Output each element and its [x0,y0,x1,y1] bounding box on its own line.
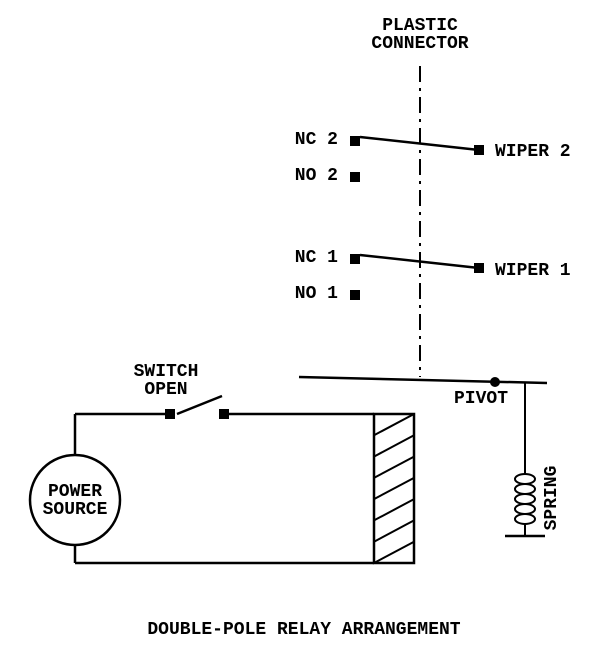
diagram-title: DOUBLE-POLE RELAY ARRANGEMENT [147,620,460,640]
pivot-dot [490,377,500,387]
pivot-label: PIVOT [454,389,508,409]
switch-label-1: SWITCH [134,362,199,382]
relay-diagram: POWERSOURCE SWITCHOPEN PIVOT SPRING PLASTICC… [0,0,608,659]
nc2-pad [350,136,360,146]
wiper1-label: WIPER 1 [495,261,571,281]
nc1-label: NC 1 [295,248,338,268]
no1-pad [350,290,360,300]
wiper2-label: WIPER 2 [495,142,571,162]
plastic-label-2: CONNECTOR [371,34,468,54]
armature [299,377,547,383]
nc1-pad [350,254,360,264]
power-label-1: POWER [48,482,102,502]
spring-coil [515,474,535,484]
switch-pad-left [165,409,175,419]
spring-coil [515,504,535,514]
switch-pad-right [219,409,229,419]
nc2-label: NC 2 [295,130,338,150]
spring-coil [515,494,535,504]
wiper1-pad [474,263,484,273]
plastic-label-1: PLASTIC [382,16,458,36]
power-label-2: SOURCE [43,500,108,520]
no2-pad [350,172,360,182]
spring-label: SPRING [542,466,562,531]
no2-label: NO 2 [295,166,338,186]
wiper2-pad [474,145,484,155]
spring-coil [515,484,535,494]
switch-label-2: OPEN [144,380,187,400]
no1-label: NO 1 [295,284,338,304]
spring-coil [515,514,535,524]
